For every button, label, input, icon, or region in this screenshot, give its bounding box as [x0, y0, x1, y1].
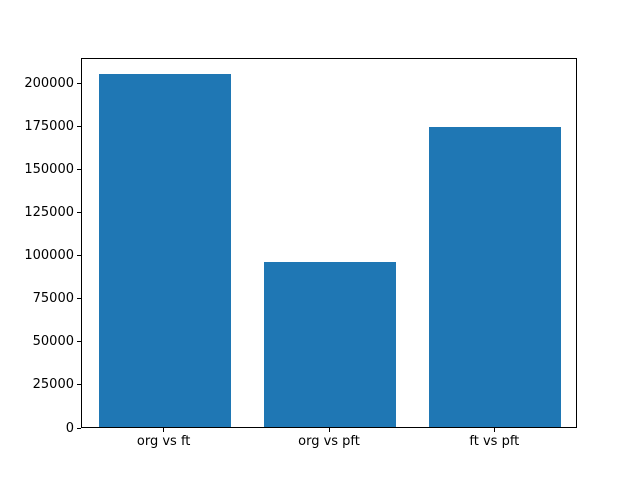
y-tick-mark — [77, 211, 81, 213]
y-tick-mark — [77, 384, 81, 386]
y-tick-mark — [77, 341, 81, 343]
y-tick-mark — [77, 82, 81, 84]
plot-area — [81, 58, 577, 428]
y-tick-label: 100000 — [24, 248, 74, 264]
y-tick-mark — [77, 298, 81, 300]
bar-org-vs-pft — [263, 261, 397, 427]
y-tick-mark — [77, 255, 81, 257]
y-tick-label: 0 — [65, 420, 74, 436]
y-tick-label: 150000 — [24, 161, 74, 177]
y-tick-label: 200000 — [24, 75, 74, 91]
bar-ft-vs-pft — [429, 127, 562, 427]
y-tick-label: 175000 — [24, 118, 74, 134]
y-tick-label: 25000 — [32, 377, 74, 393]
x-tick-label-org-vs-ft: org vs ft — [136, 434, 191, 449]
x-tick-mark — [493, 428, 495, 432]
x-tick-mark — [163, 428, 165, 432]
x-tick-label-ft-vs-pft: ft vs pft — [469, 434, 520, 449]
y-tick-label: 50000 — [32, 334, 74, 350]
x-tick-label-org-vs-pft: org vs pft — [298, 434, 360, 449]
bar-org-vs-ft — [98, 73, 231, 427]
y-tick-label: 75000 — [32, 291, 74, 307]
y-tick-mark — [77, 427, 81, 429]
x-tick-mark — [328, 428, 330, 432]
y-tick-mark — [77, 125, 81, 127]
y-tick-mark — [77, 168, 81, 170]
y-tick-label: 125000 — [24, 204, 74, 220]
